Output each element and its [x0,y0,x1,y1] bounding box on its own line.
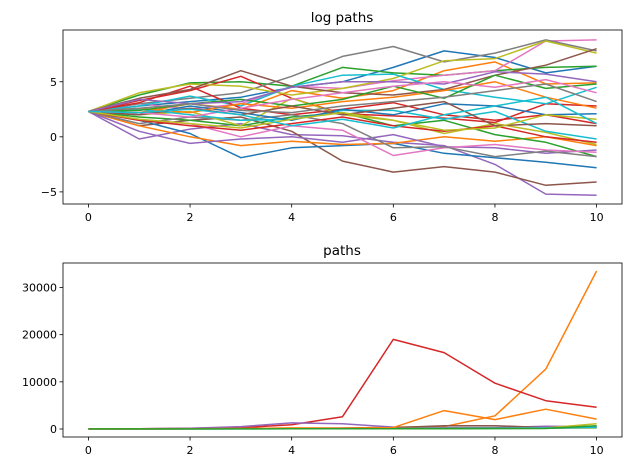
y-tick-label: 5 [50,76,57,89]
series-line-3 [88,75,597,124]
x-tick-label: 0 [85,444,92,457]
x-tick-label: 6 [390,444,397,457]
series-line-17 [88,110,597,158]
series-group [88,270,598,430]
series-line-20 [88,103,597,122]
x-tick-label: 8 [491,211,498,224]
x-tick-label: 0 [85,211,92,224]
paths-subplot: paths 0 2 4 6 8 10 0 10000 20000 30000 [22,243,623,457]
series-line-23 [88,110,597,144]
series-line-26 [88,78,597,118]
series-line-11 [88,110,597,147]
y-tick-label: 0 [50,423,57,436]
series-line-29 [88,96,597,129]
y-tick-label: −5 [41,186,57,199]
axes-frame [62,29,623,205]
series-line-14 [88,110,597,155]
series-line-9 [88,73,597,113]
series-line-28 [88,110,597,131]
log-paths-title: log paths [311,10,374,26]
series-line-27 [88,83,597,114]
series-line-19 [88,108,597,140]
x-tick-label: 8 [491,444,498,457]
series-line-10 [88,110,597,169]
y-tick-label: 10000 [22,376,57,389]
y-tick-label: 0 [50,131,57,144]
x-tick-label: 10 [590,444,604,457]
y-tick-label: 20000 [22,329,57,342]
x-tick-label: 6 [390,211,397,224]
axes-frame [62,262,623,438]
x-tick-label: 2 [187,211,194,224]
series-line-24 [88,71,597,113]
series-line-8 [88,40,597,113]
series-line-11 [88,424,597,430]
series-group [88,39,597,196]
x-tick-label: 10 [590,211,604,224]
series-line-1 [88,270,598,430]
x-tick-label: 4 [288,444,295,457]
log-paths-subplot: log paths 0 2 4 6 8 10 −5 0 5 [41,10,623,224]
x-tick-label: 4 [288,211,295,224]
y-tick-label: 30000 [22,282,57,295]
x-tick-label: 2 [187,444,194,457]
paths-title: paths [323,243,361,259]
series-line-3 [88,338,597,430]
